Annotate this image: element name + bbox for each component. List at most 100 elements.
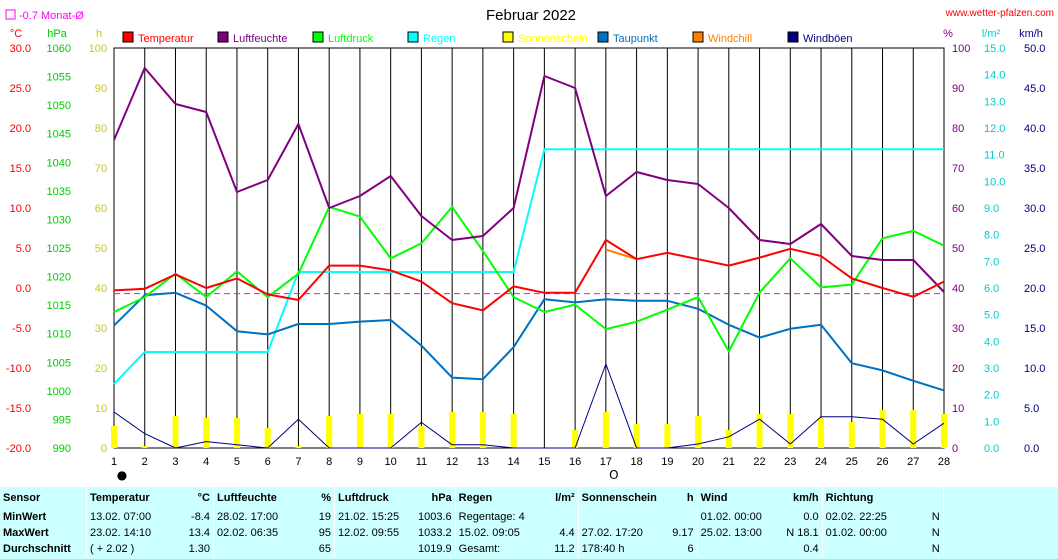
humidity-tick-label: 30 — [952, 323, 964, 335]
stats-temp-avg-diff: ( + 2.02 ) — [86, 541, 177, 557]
stats-row-max: MaxWert 23.02. 14:10 13.4 02.02. 06:35 9… — [0, 525, 1058, 541]
series-line-luftdruck — [113, 205, 945, 353]
x-tick-label: 15 — [538, 456, 550, 468]
rain-tick-label: 13.0 — [984, 96, 1005, 108]
x-tick-label: 10 — [385, 456, 397, 468]
humidity-tick-label: 70 — [952, 163, 964, 175]
stats-header-filler — [942, 487, 1058, 509]
sunshine-tick-label: 60 — [95, 203, 107, 215]
x-tick-label: 18 — [630, 456, 642, 468]
temp-tick-label: 0.0 — [16, 283, 31, 295]
temp-tick-label: 15.0 — [10, 163, 31, 175]
statistics-table: Sensor Temperatur °C Luftfeuchte % Luftd… — [0, 487, 1058, 557]
stats-dir-avg: N — [931, 543, 940, 555]
sunshine-tick-label: 70 — [95, 163, 107, 175]
temp-tick-label: -10.0 — [6, 363, 31, 375]
stats-hum-avg: 65 — [318, 543, 331, 555]
stats-rain-max-time: 15.02. 09:05 — [454, 525, 544, 541]
stats-sun-max: 9.17 — [672, 527, 694, 539]
x-tick-label: 3 — [172, 456, 178, 468]
sunshine-bar — [449, 412, 456, 448]
wind-tick-label: 15.0 — [1024, 323, 1045, 335]
x-tick-label: 24 — [815, 456, 827, 468]
chart-title: Februar 2022 — [486, 7, 576, 24]
temp-tick-label: -20.0 — [6, 443, 31, 455]
stats-hum-min-time: 28.02. 17:00 — [213, 509, 306, 525]
humidity-tick-label: 10 — [952, 403, 964, 415]
temp-axis-unit: °C — [10, 28, 22, 40]
wind-axis-unit: km/h — [1019, 28, 1043, 40]
stats-header-wind-unit: km/h — [792, 492, 819, 504]
legend-swatch — [597, 31, 609, 43]
stats-dir-max-time: 01.02. 00:00 — [821, 525, 909, 541]
stats-hum-min: 19 — [318, 511, 331, 523]
temp-tick-label: 20.0 — [10, 123, 31, 135]
stats-temp-min: -8.4 — [191, 511, 210, 523]
stats-header-row: Sensor Temperatur °C Luftfeuchte % Luftd… — [0, 487, 1058, 509]
stats-rain-total-label: Gesamt: — [454, 541, 544, 557]
pressure-tick-label: 995 — [53, 414, 71, 426]
stats-wind-avg-note — [696, 541, 780, 557]
stats-press-max-time: 12.02. 09:55 — [334, 525, 415, 541]
pressure-tick-label: 1000 — [47, 386, 71, 398]
stats-header-sun-unit: h — [686, 492, 694, 504]
sunshine-bar — [633, 424, 640, 448]
x-tick-label: 22 — [753, 456, 765, 468]
stats-press-min: 1003.6 — [418, 511, 452, 523]
pressure-tick-label: 1020 — [47, 272, 71, 284]
sunshine-bar — [510, 414, 517, 448]
stats-row-label: MaxWert — [3, 527, 49, 539]
pressure-tick-label: 1050 — [47, 100, 71, 112]
legend-label: Temperatur — [138, 33, 194, 45]
pressure-tick-label: 1010 — [47, 329, 71, 341]
stats-filler — [942, 509, 1058, 525]
stats-header-dir: Richtung — [821, 487, 909, 509]
stats-header-press: Luftdruck — [334, 487, 415, 509]
x-tick-label: 12 — [446, 456, 458, 468]
legend-label: Sonnenschein — [518, 33, 588, 45]
legend-swatch — [692, 31, 704, 43]
legend-swatch — [502, 31, 514, 43]
x-tick-label: 23 — [784, 456, 796, 468]
pressure-tick-label: 1060 — [47, 43, 71, 55]
legend-label: Luftdruck — [328, 33, 374, 45]
wind-tick-label: 10.0 — [1024, 363, 1045, 375]
site-url: www.wetter-pfalzen.com — [945, 8, 1054, 19]
pressure-tick-label: 1025 — [47, 243, 71, 255]
stats-header-temp-unit: °C — [197, 492, 210, 504]
sunshine-tick-label: 40 — [95, 283, 107, 295]
stats-hum-max-time: 02.02. 06:35 — [213, 525, 306, 541]
series-line-regen — [113, 148, 944, 385]
pressure-tick-label: 1030 — [47, 214, 71, 226]
temp-tick-label: -15.0 — [6, 403, 31, 415]
x-tick-label: 16 — [569, 456, 581, 468]
rain-tick-label: 10.0 — [984, 176, 1005, 188]
sunshine-bar — [203, 418, 210, 448]
x-tick-label: 8 — [326, 456, 332, 468]
legend-label: Windböen — [803, 33, 853, 45]
stats-press-min-time: 21.02. 15:25 — [334, 509, 415, 525]
humidity-tick-label: 50 — [952, 243, 964, 255]
sunshine-bar — [756, 414, 763, 448]
humidity-tick-label: 0 — [952, 443, 958, 455]
sunshine-bar — [725, 430, 732, 448]
temp-tick-label: 10.0 — [10, 203, 31, 215]
stats-press-avg: 1019.9 — [418, 543, 452, 555]
legend-swatch — [312, 31, 324, 43]
stats-temp-max-time: 23.02. 14:10 — [86, 525, 177, 541]
sunshine-bar — [602, 412, 609, 448]
pressure-tick-label: 1005 — [47, 357, 71, 369]
stats-header-rain: Regen — [454, 487, 544, 509]
stats-sun-avg: 6 — [687, 543, 694, 555]
sunshine-bar — [787, 414, 794, 448]
pressure-axis-unit: hPa — [47, 28, 67, 40]
wind-tick-label: 50.0 — [1024, 43, 1045, 55]
stats-temp-min-time: 13.02. 07:00 — [86, 509, 177, 525]
sunshine-bar — [111, 426, 117, 448]
sunshine-bar — [941, 414, 947, 448]
stats-row-label: Durchschnitt — [3, 543, 71, 555]
x-tick-label: 7 — [295, 456, 301, 468]
rain-tick-label: 14.0 — [984, 70, 1005, 82]
stats-dir-min-time: 02.02. 22:25 — [821, 509, 909, 525]
stats-row-avg: Durchschnitt ( + 2.02 ) 1.30 65 1019.9 G… — [0, 541, 1058, 557]
